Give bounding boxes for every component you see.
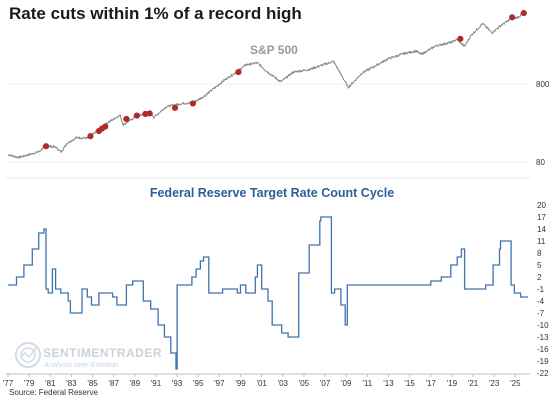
x-tick-label: '87: [108, 379, 119, 388]
rate-cycle-title: Federal Reserve Target Rate Count Cycle: [150, 186, 394, 200]
watermark-tagline: Analysis over Emotion: [43, 360, 118, 369]
rate-cut-marker: [42, 143, 50, 150]
rate-cut-marker: [123, 115, 130, 123]
watermark-name: SENTIMENTRADER: [43, 346, 162, 360]
x-tick-label: '03: [278, 379, 289, 388]
x-tick-label: '09: [341, 379, 352, 388]
rate-cut-marker: [520, 9, 527, 17]
lower-y-tick-label: -19: [537, 357, 549, 366]
lower-y-tick-label: 17: [537, 213, 546, 222]
x-tick-label: '89: [130, 379, 141, 388]
x-tick-label: '85: [87, 379, 98, 388]
rate-cycle-panel: Federal Reserve Target Rate Count Cycle …: [3, 186, 549, 388]
rate-cut-marker: [171, 104, 179, 111]
sp500-panel: S&P 500 80 800: [8, 9, 550, 167]
rate-cut-markers: [42, 9, 527, 150]
rate-cycle-line: [8, 216, 528, 370]
x-tick-label: '05: [299, 379, 310, 388]
lower-y-tick-label: -13: [537, 333, 549, 342]
x-tick-label: '11: [362, 379, 372, 388]
x-tick-label: '07: [320, 379, 331, 388]
lower-y-tick-label: 2: [537, 273, 542, 282]
source-note: Source: Federal Reserve: [9, 388, 98, 397]
rate-cut-marker: [102, 123, 109, 130]
chart-title: Rate cuts within 1% of a record high: [9, 4, 302, 23]
lower-y-tick-label: -1: [537, 285, 545, 294]
lower-y-tick-label: 20: [537, 201, 546, 210]
lower-y-tick-label: 8: [537, 249, 542, 258]
rate-cut-marker: [146, 110, 153, 117]
sp500-line: [8, 11, 526, 159]
x-tick-label: '25: [510, 379, 521, 388]
lower-y-tick-label: -10: [537, 321, 549, 330]
rate-cut-marker: [457, 35, 464, 42]
upper-y-tick-label: 800: [536, 80, 550, 89]
x-tick-label: '15: [404, 379, 415, 388]
x-tick-label: '23: [489, 379, 500, 388]
x-tick-label: '95: [193, 379, 204, 388]
x-tick-label: '13: [383, 379, 394, 388]
upper-y-tick-label: 80: [536, 158, 545, 167]
x-tick-label: '77: [3, 379, 14, 388]
upper-y-axis: 80 800: [536, 80, 550, 167]
x-tick-label: '19: [447, 379, 458, 388]
lower-y-tick-label: 14: [537, 225, 546, 234]
rate-cut-marker: [509, 14, 516, 21]
x-tick-label: '01: [256, 379, 267, 388]
lower-y-tick-label: -7: [537, 309, 545, 318]
x-tick-label: '97: [214, 379, 225, 388]
lower-y-axis: 20 17 14 11 8 5 2 -1 -4 -7 -10 -13 -16 -19 -22: [537, 201, 549, 378]
x-tick-label: '17: [426, 379, 437, 388]
sp500-series-label: S&P 500: [250, 43, 298, 57]
lower-y-tick-label: -4: [537, 297, 545, 306]
x-tick-label: '93: [172, 379, 183, 388]
rate-cut-marker: [235, 68, 242, 76]
x-tick-label: '79: [24, 379, 35, 388]
rate-cut-marker: [87, 133, 94, 140]
lower-y-tick-label: -16: [537, 345, 549, 354]
lower-y-tick-label: 5: [537, 261, 542, 270]
rate-cut-marker: [133, 112, 141, 119]
lower-y-tick-label: -22: [537, 369, 549, 378]
x-tick-label: '21: [468, 379, 479, 388]
x-axis: '77 '79 '81 '83 '85 '87 '89 '91 '93 '95 '97 '99 '01 '…: [3, 374, 521, 388]
x-tick-label: '99: [235, 379, 246, 388]
rate-cut-marker: [189, 100, 197, 107]
x-tick-label: '81: [45, 379, 56, 388]
x-tick-label: '91: [151, 379, 162, 388]
lower-y-tick-label: 11: [537, 237, 546, 246]
upper-gridlines: [8, 83, 528, 163]
watermark-logo: SENTIMENTRADER Analysis over Emotion: [15, 342, 162, 369]
x-tick-label: '83: [66, 379, 77, 388]
